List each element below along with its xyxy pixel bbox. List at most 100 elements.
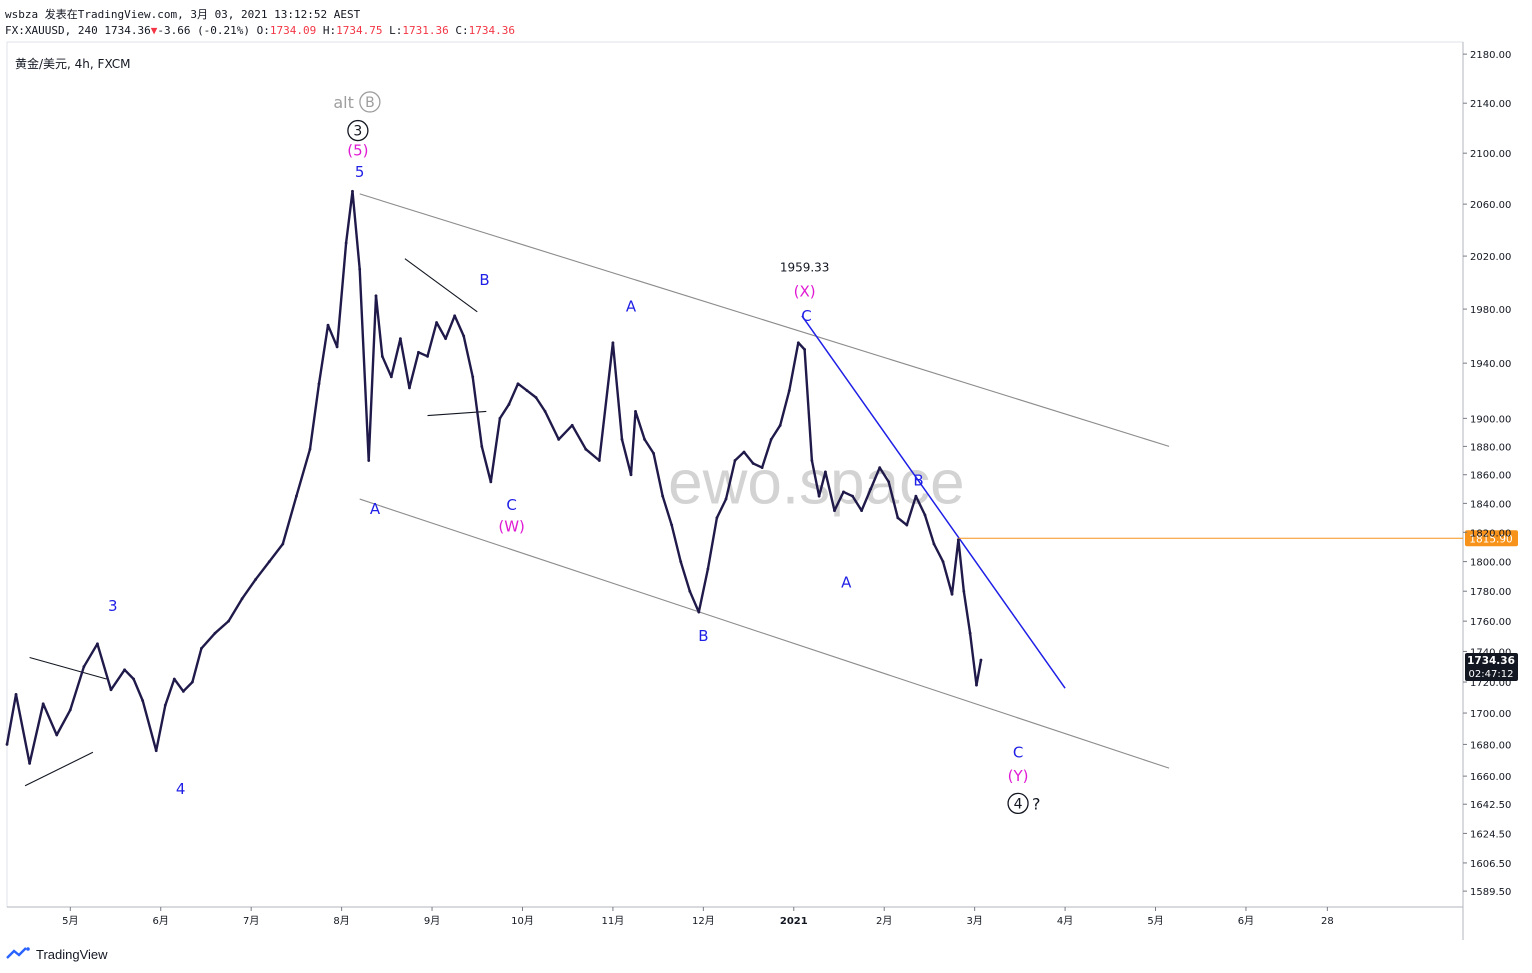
price-point — [620, 437, 624, 441]
price-point — [570, 423, 574, 427]
price-point — [471, 375, 475, 379]
wave-label: 3 — [108, 597, 118, 615]
last-price-badge[interactable] — [1465, 653, 1518, 682]
wave-degree-circle — [347, 119, 369, 142]
price-point — [444, 337, 448, 341]
upper-channel-line — [359, 193, 1170, 447]
low-label: L: — [389, 24, 403, 37]
wave-label: alt B — [333, 91, 381, 113]
wave-label-text: (X) — [794, 283, 816, 301]
price-point — [611, 341, 615, 345]
wave-label: C — [506, 496, 516, 514]
time-axis[interactable]: 5月 6月 7月 8月 9月 10月 11月 12月 2021 2月 3月 4月 5月 6月 28 — [62, 907, 1334, 927]
x-tick-label: 2021 — [780, 916, 808, 927]
publish-info: wsbza 发表在TradingView.com, 3月 03, 2021 13… — [5, 8, 361, 21]
close-value: 1734.36 — [468, 24, 515, 37]
wave-label: A — [370, 500, 381, 518]
wave-label-text: (Y) — [1008, 767, 1029, 785]
wave-degree-circle — [359, 91, 381, 113]
wave-label: C — [801, 307, 811, 325]
price-point — [254, 577, 258, 581]
wave-degree-number: B — [365, 95, 375, 111]
y-tick-label: 1680.00 — [1470, 740, 1511, 751]
brand-name: TradingView — [36, 946, 108, 962]
wave-label: 3 — [347, 119, 369, 142]
price-point — [398, 337, 402, 341]
price-line — [5, 190, 983, 765]
wave-label: 5 — [355, 163, 365, 181]
price-point — [878, 466, 882, 470]
high-label: H: — [322, 24, 337, 37]
wave-degree-circle — [1007, 792, 1029, 815]
price-point — [787, 389, 791, 393]
wave-label-text: A — [626, 297, 637, 315]
wave-label-text: C — [506, 496, 516, 514]
price-point — [389, 375, 393, 379]
triangle-upper-1 — [29, 656, 107, 680]
price-point — [670, 523, 674, 527]
wave-label: (X) — [794, 283, 816, 301]
price-series — [5, 189, 983, 765]
price-point — [55, 733, 59, 737]
brand-footer[interactable]: TradingView — [6, 944, 108, 964]
symbol-label: 黄金/美元, 4h, FXCM — [15, 57, 131, 71]
wave-label: 4 — [176, 780, 186, 798]
horizontal-price-line[interactable]: 1815.90 — [958, 530, 1518, 547]
y-tick-label: 1720.00 — [1470, 678, 1511, 689]
price-point — [896, 516, 900, 520]
y-tick-label: 1840.00 — [1470, 499, 1511, 510]
price-point — [956, 538, 960, 542]
wave-label-text: 1959.33 — [780, 261, 830, 275]
wave-label: ?4 — [1007, 792, 1041, 815]
price-axis[interactable]: 2180.00 2140.00 2100.00 2060.00 2020.00 1980.… — [1463, 50, 1518, 898]
price-point — [833, 509, 836, 512]
price-point — [435, 321, 438, 324]
wave-label: (5) — [347, 142, 368, 160]
wave-label: (W) — [498, 518, 525, 536]
price-point — [742, 450, 746, 454]
price-point — [525, 389, 529, 393]
y-tick-label: 1660.00 — [1470, 772, 1511, 783]
price-point — [557, 437, 561, 441]
last-price: 1734.36 — [104, 24, 151, 37]
x-tick-label: 11月 — [602, 915, 625, 927]
price-point — [679, 560, 683, 564]
price-point — [941, 560, 945, 564]
y-tick-label: 1760.00 — [1470, 617, 1511, 628]
x-tick-label: 9月 — [424, 915, 440, 927]
y-tick-label: 1589.50 — [1470, 887, 1511, 898]
triangle-lower-1 — [24, 751, 94, 787]
price-point — [643, 437, 646, 441]
price-point — [975, 683, 978, 687]
price-point — [358, 267, 362, 271]
price-point — [932, 542, 936, 546]
price-point — [453, 314, 457, 318]
price-point — [267, 560, 271, 564]
price-point — [979, 658, 983, 662]
wave-trendline — [801, 315, 1066, 689]
price-level-label: 1815.90 — [1469, 533, 1512, 545]
wave-label: B — [698, 627, 708, 645]
x-tick-label: 10月 — [511, 915, 534, 927]
wave-degree-number: 3 — [353, 124, 362, 140]
price-point — [810, 459, 814, 462]
y-tick-label: 1880.00 — [1470, 442, 1511, 453]
price-point — [68, 708, 72, 712]
price-point — [200, 646, 203, 650]
price-point — [688, 589, 692, 593]
price-point — [96, 642, 99, 646]
price-point — [82, 665, 86, 669]
y-tick-label: 2180.00 — [1470, 50, 1511, 61]
price-point — [417, 350, 420, 354]
price-point — [489, 480, 493, 484]
price-point — [28, 761, 32, 765]
price-point — [163, 703, 167, 707]
high-value: 1734.75 — [336, 24, 383, 37]
price-point — [480, 444, 484, 448]
y-tick-label: 2100.00 — [1470, 149, 1511, 160]
x-tick-label: 5月 — [1147, 915, 1163, 927]
price-point — [914, 494, 918, 498]
wave-label-text: B — [913, 471, 923, 489]
price-point — [294, 494, 298, 498]
